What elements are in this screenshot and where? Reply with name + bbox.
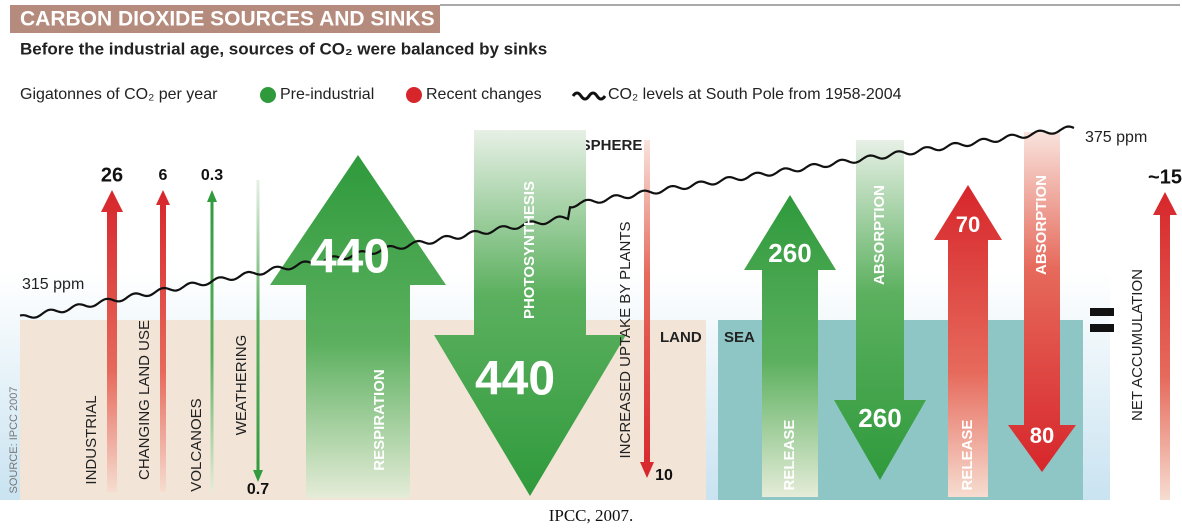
flow-label: ABSORPTION [871,185,888,285]
flow-label: ABSORPTION [1033,175,1050,275]
caption: IPCC, 2007. [549,506,634,525]
flow-label: RELEASE [959,420,976,491]
flow-arrow [434,130,626,496]
co2-start-label: 315 ppm [22,276,84,293]
flow-arrow [1153,192,1177,500]
flow-arrow [101,190,123,492]
flow-value: 440 [310,231,390,284]
flow-value: ~15 [1148,166,1182,188]
flow-value: 260 [768,238,811,268]
source: SOURCE: IPCC 2007 [8,387,20,494]
flow-label: INDUSTRIAL [83,395,100,484]
flow-arrow [253,180,263,482]
flow-value: 26 [101,164,123,186]
flow-label: PHOTOSYNTHESIS [521,181,538,319]
flow-label: CHANGING LAND USE [136,320,153,480]
flow-label: RESPIRATION [371,369,388,470]
flow-label: WEATHERING [233,335,250,436]
flow-value: 80 [1030,423,1054,448]
co2-end-label: 375 ppm [1085,129,1147,146]
flow-arrow [270,155,446,498]
flow-value: 260 [858,403,901,433]
flow-label: RELEASE [781,420,798,491]
equals-bar [1090,324,1114,332]
legend-dot-green [260,87,276,103]
legend-line: CO₂ levels at South Pole from 1958-2004 [608,86,902,103]
land-label: LAND [660,329,702,346]
legend-units: Gigatonnes of CO₂ per year [20,86,218,103]
flow-value: 440 [475,353,555,406]
sea-label: SEA [724,329,755,346]
flow-value: 0.7 [247,481,269,498]
flow-label: NET ACCUMULATION [1129,269,1146,421]
legend-recent: Recent changes [426,86,542,103]
flow-value: 0.3 [201,167,223,184]
flow-value: 6 [159,167,168,184]
equals-bar [1090,308,1114,316]
title-box [10,5,440,33]
flow-value: 70 [956,212,980,237]
flow-arrow [934,185,1002,497]
legend-pre-industrial: Pre-industrial [280,86,374,103]
co2-curve [19,125,1075,319]
flow-label: INCREASED UPTAKE BY PLANTS [617,221,634,458]
flow-arrow [834,140,926,480]
flow-arrow [744,195,836,497]
flow-value: 10 [655,467,673,484]
flow-arrow [207,190,217,492]
flow-label: VOLCANOES [188,398,205,491]
legend-dot-red [406,87,422,103]
legend-line-sample [571,91,607,101]
flow-arrow [156,190,170,492]
flow-arrow [640,140,654,478]
title: CARBON DIOXIDE SOURCES AND SINKS [20,8,435,31]
flow-arrow [1008,132,1076,472]
subtitle: Before the industrial age, sources of CO… [20,39,547,58]
